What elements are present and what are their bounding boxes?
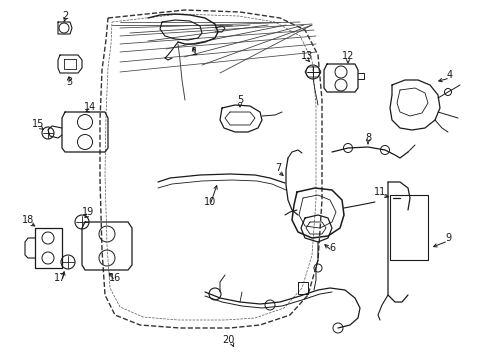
- Text: 7: 7: [274, 163, 281, 173]
- Text: 15: 15: [32, 119, 44, 129]
- Text: 1: 1: [192, 47, 198, 57]
- Text: 4: 4: [446, 70, 452, 80]
- Text: 12: 12: [341, 51, 353, 61]
- Text: 9: 9: [444, 233, 450, 243]
- Text: 10: 10: [203, 197, 216, 207]
- Text: 19: 19: [81, 207, 94, 217]
- Text: 6: 6: [328, 243, 334, 253]
- Text: 11: 11: [373, 187, 386, 197]
- Text: 20: 20: [222, 335, 234, 345]
- Text: 3: 3: [66, 77, 72, 87]
- Text: 2: 2: [62, 11, 68, 21]
- Text: 17: 17: [54, 273, 66, 283]
- Text: 14: 14: [84, 102, 96, 112]
- Text: 5: 5: [236, 95, 243, 105]
- Text: 13: 13: [300, 51, 312, 61]
- Bar: [389, 195, 427, 260]
- Text: 16: 16: [109, 273, 121, 283]
- Text: 18: 18: [22, 215, 34, 225]
- Text: 8: 8: [364, 133, 370, 143]
